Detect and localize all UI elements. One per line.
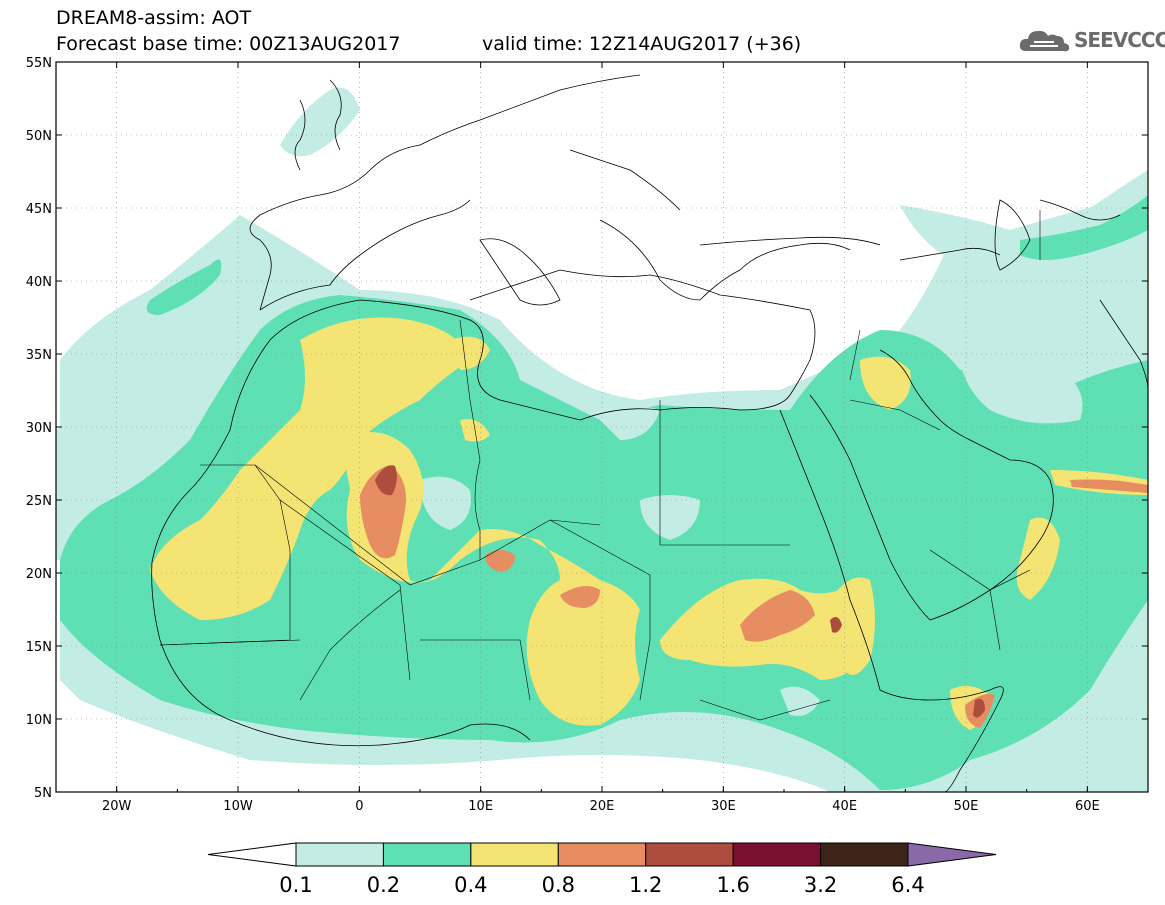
lat-label: 25N (26, 494, 52, 509)
lat-label: 20N (26, 567, 52, 582)
colorbar-label: 0.4 (454, 873, 487, 897)
colorbar-box (820, 842, 909, 867)
lat-label: 30N (26, 421, 52, 436)
lat-label: 5N (34, 786, 52, 801)
longitude-labels: 20W 10W 0 10E 20E 30E 40E 50E 60E (102, 799, 1100, 814)
colorbar-label: 0.1 (279, 873, 312, 897)
seevccc-logo: SEEVCCC (1018, 25, 1165, 55)
cloud-icon (1019, 30, 1070, 52)
graticule (56, 62, 1148, 792)
lon-label: 20E (590, 799, 615, 814)
lon-label: 20W (102, 799, 132, 814)
lat-label: 50N (26, 129, 52, 144)
lon-label: 60E (1075, 799, 1100, 814)
colorbar-label: 3.2 (804, 873, 837, 897)
colorbar-box (382, 842, 472, 867)
lon-label: 0 (355, 799, 363, 814)
lat-label: 40N (26, 275, 52, 290)
aot-field (56, 87, 1148, 792)
colorbar-box (732, 842, 822, 867)
lat-label: 10N (26, 713, 52, 728)
map-title: DREAM8-assim: AOT (56, 7, 252, 29)
colorbar-label: 1.6 (716, 873, 749, 897)
forecast-base-time: Forecast base time: 00Z13AUG2017 (56, 33, 401, 55)
colorbar-high-arrow (907, 842, 997, 867)
colorbar-label: 6.4 (891, 873, 924, 897)
lat-label: 55N (26, 56, 52, 71)
colorbar-box (557, 842, 647, 867)
lon-label: 10E (468, 799, 493, 814)
colorbar-box (295, 842, 384, 867)
colorbar-label: 0.8 (542, 873, 575, 897)
colorbar-box (470, 842, 559, 867)
latitude-labels: 55N 50N 45N 40N 35N 30N 25N 20N 15N 10N 5N (26, 56, 52, 801)
axis-ticks (55, 61, 1149, 793)
logo-text: SEEVCCC (1074, 28, 1165, 52)
lon-label: 40E (832, 799, 857, 814)
lon-label: 50E (954, 799, 979, 814)
lon-label: 10W (223, 799, 253, 814)
colorbar-label: 1.2 (629, 873, 662, 897)
colorbar-label: 0.2 (367, 873, 400, 897)
lat-label: 15N (26, 640, 52, 655)
colorbar: 0.1 0.2 0.4 0.8 1.2 1.6 3.2 6.4 (207, 842, 997, 897)
colorbar-low-arrow (207, 842, 297, 867)
lon-label: 30E (711, 799, 736, 814)
colorbar-box (645, 842, 734, 867)
lat-label: 35N (26, 348, 52, 363)
valid-time: valid time: 12Z14AUG2017 (+36) (482, 33, 802, 55)
lat-label: 45N (26, 202, 52, 217)
